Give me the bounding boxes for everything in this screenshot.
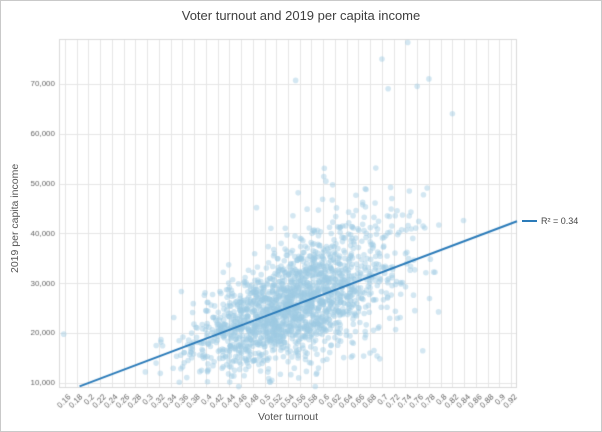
legend-r-squared: R² = 0.34 xyxy=(522,214,578,228)
y-axis-title: 2019 per capita income xyxy=(9,163,21,273)
chart-title: Voter turnout and 2019 per capita income xyxy=(181,8,421,23)
trend-line-legend-swatch xyxy=(522,220,537,222)
x-axis-title: Voter turnout xyxy=(257,411,319,423)
legend-label: R² = 0.34 xyxy=(541,216,579,226)
